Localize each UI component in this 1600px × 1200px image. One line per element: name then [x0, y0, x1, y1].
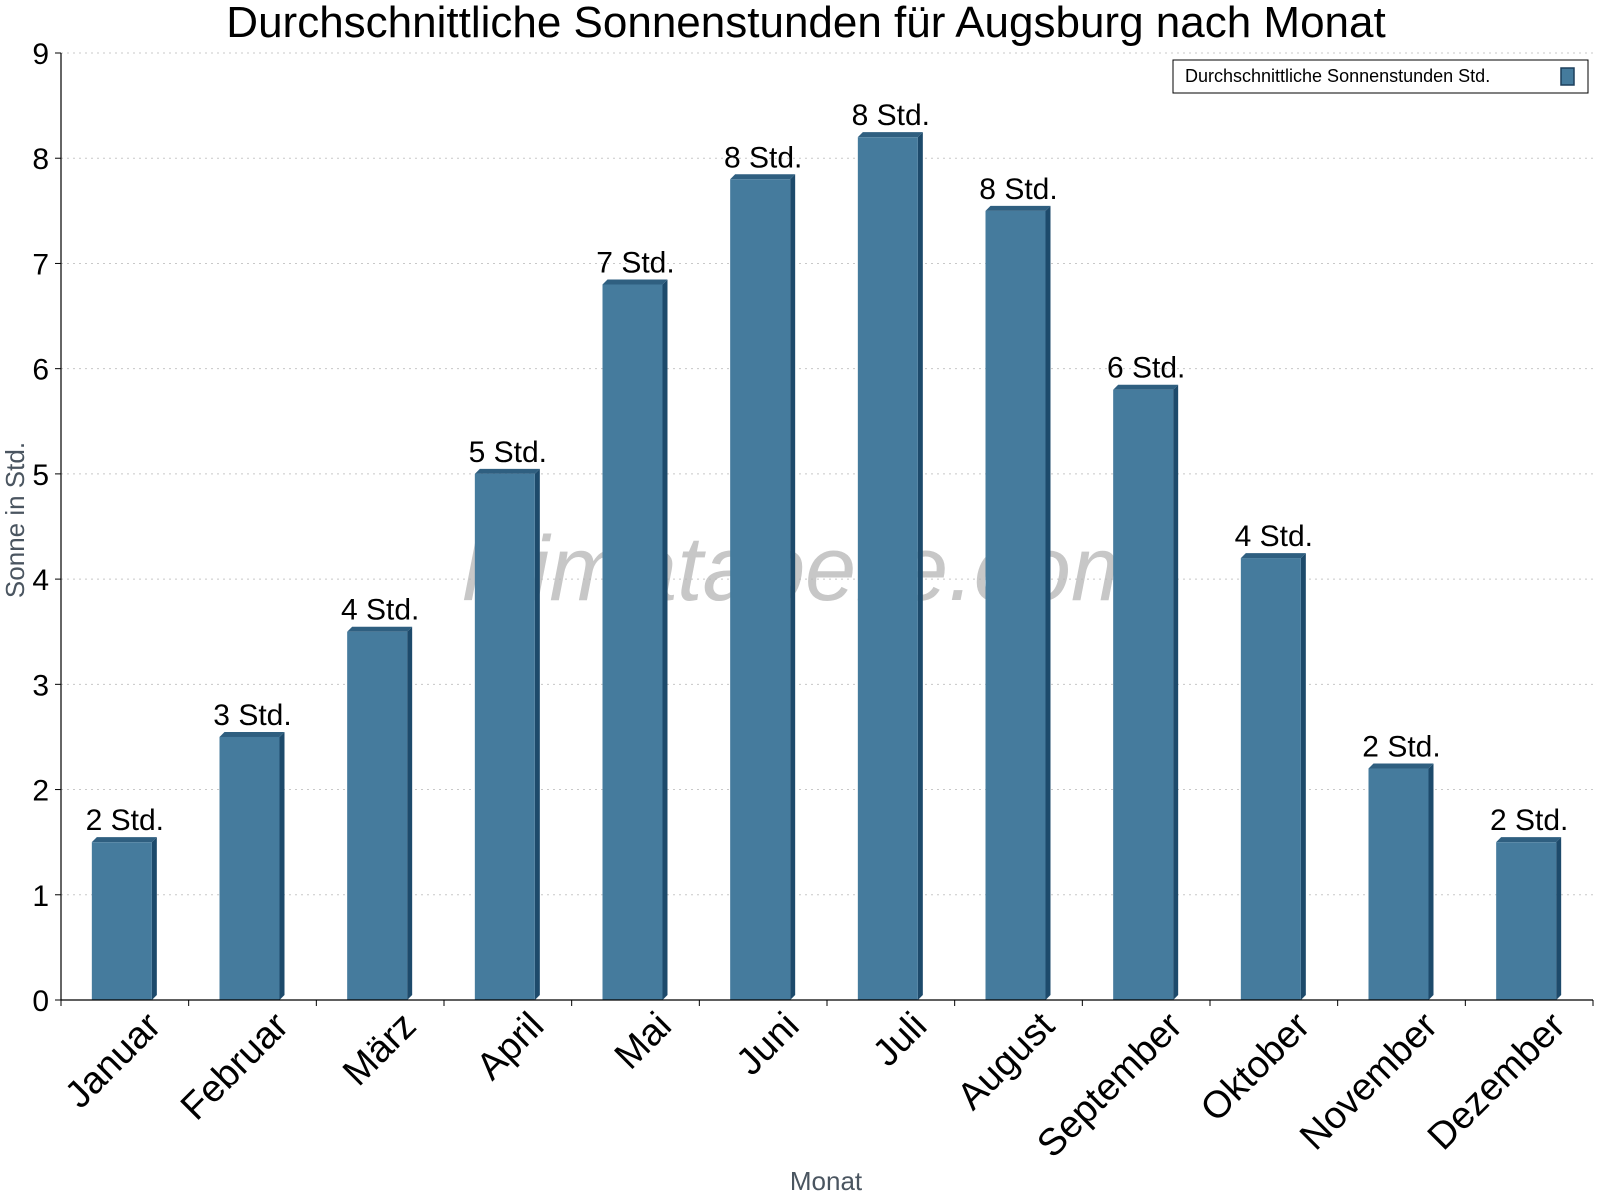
bar-3 [347, 626, 413, 1000]
data-label: 2 Std. [1362, 731, 1440, 764]
legend-swatch [1560, 67, 1575, 86]
bars [91, 132, 1562, 1001]
y-axis-title: Sonne in Std. [0, 442, 30, 598]
bar-top [730, 174, 796, 180]
legend: Durchschnittliche Sonnenstunden Std. [1172, 59, 1589, 94]
bar-4 [474, 468, 540, 1000]
bar [1240, 558, 1301, 1000]
y-tick-label: 4 [32, 564, 49, 597]
bar-side [407, 626, 413, 1000]
bar-top [1496, 837, 1562, 843]
data-label: 7 Std. [596, 246, 674, 279]
bar [857, 137, 918, 1000]
bar [1368, 768, 1429, 1000]
y-tick-label: 3 [32, 669, 49, 702]
bar-top [347, 626, 413, 632]
bar-side [662, 279, 668, 1000]
bar-side [151, 837, 157, 1000]
data-label: 2 Std. [1490, 804, 1568, 837]
bar-side [790, 174, 796, 1000]
bar-side [1173, 384, 1179, 1000]
bar [1113, 389, 1174, 1000]
y-tick-label: 6 [32, 354, 49, 387]
bar-side [279, 731, 285, 1000]
y-tick-label: 7 [32, 248, 49, 281]
bar-1 [91, 837, 157, 1000]
bar-7 [857, 132, 923, 1000]
bar [91, 842, 152, 1000]
data-labels: 2 Std. 3 Std. 4 Std. 5 Std. 7 Std. 8 Std. 8 St… [86, 99, 1569, 837]
bar-top [857, 132, 923, 138]
data-label: 3 Std. [213, 699, 291, 732]
x-axis-title: Monat [790, 1166, 863, 1196]
bar-8 [985, 205, 1051, 1001]
bar-2 [219, 731, 285, 1000]
bar-11 [1368, 763, 1434, 1000]
bar-9 [1113, 384, 1179, 1000]
data-label: 8 Std. [724, 141, 802, 174]
bar-side [1556, 837, 1562, 1000]
bar [1496, 842, 1557, 1000]
y-axis-ticks: 0 1 2 3 4 5 6 7 8 9 [32, 38, 61, 1018]
bar-top [1113, 384, 1179, 390]
bar-top [1240, 553, 1306, 559]
bar [219, 736, 280, 1000]
bar [730, 179, 791, 1000]
bar-top [474, 468, 540, 474]
bar-top [602, 279, 668, 285]
y-tick-label: 5 [32, 459, 49, 492]
bar-top [1368, 763, 1434, 769]
bar-10 [1240, 553, 1306, 1000]
bar-6 [730, 174, 796, 1000]
legend-box [1172, 59, 1589, 94]
y-tick-label: 0 [32, 985, 49, 1018]
legend-label: Durchschnittliche Sonnenstunden Std. [1185, 66, 1490, 86]
y-tick-label: 8 [32, 143, 49, 176]
data-label: 2 Std. [86, 804, 164, 837]
bar-side [1428, 763, 1434, 1000]
y-tick-label: 9 [32, 38, 49, 71]
data-label: 8 Std. [852, 99, 930, 132]
bar-side [1300, 553, 1306, 1000]
bar-side [534, 468, 540, 1000]
chart-title: Durchschnittliche Sonnenstunden für Augs… [226, 0, 1385, 47]
bar [602, 284, 663, 1000]
bar-top [985, 205, 1051, 211]
data-label: 8 Std. [979, 173, 1057, 206]
bar [985, 210, 1046, 1001]
bar [347, 631, 408, 1000]
y-tick-label: 1 [32, 880, 49, 913]
bar-side [917, 132, 923, 1000]
data-label: 4 Std. [1235, 520, 1313, 553]
bar [474, 473, 535, 1000]
data-label: 4 Std. [341, 594, 419, 627]
bar-top [91, 837, 157, 843]
bar-5 [602, 279, 668, 1000]
data-label: 6 Std. [1107, 352, 1185, 385]
bar-top [219, 731, 285, 737]
bar-12 [1496, 837, 1562, 1000]
bar-side [1045, 205, 1051, 1001]
y-tick-label: 2 [32, 775, 49, 808]
data-label: 5 Std. [469, 436, 547, 469]
